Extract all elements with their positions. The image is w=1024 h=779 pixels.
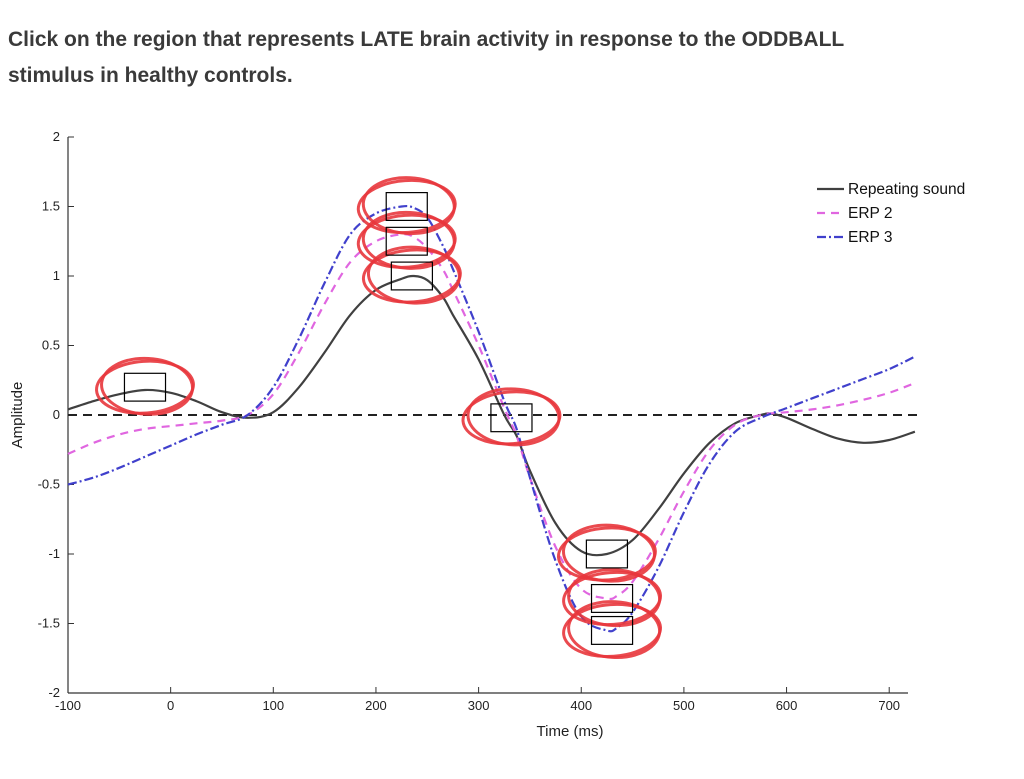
y-tick-label: -0.5: [38, 477, 60, 492]
annotation-circle-stroke: [361, 210, 456, 270]
annotation-circle-stroke: [100, 356, 195, 416]
region-repeating-negative-peak[interactable]: [585, 539, 629, 569]
y-tick-label: 2: [53, 129, 60, 144]
question-line-2: stimulus in healthy controls.: [8, 64, 293, 87]
series-lines: [67, 204, 916, 633]
x-tick-label: 300: [468, 698, 490, 713]
chart-axes: -2 -1.5 -1 -0.5 0 0.5 1 1.5 2 -100 0 100 200 300 400 50…: [38, 129, 908, 713]
x-tick-label: 0: [167, 698, 174, 713]
annotation-circle-stroke: [567, 568, 662, 628]
y-tick-label: -1.5: [38, 616, 60, 631]
x-tick-label: 200: [365, 698, 387, 713]
region-erp3-negative-peak[interactable]: [590, 615, 634, 645]
x-tick-label: 600: [776, 698, 798, 713]
y-tick-label: 1: [53, 268, 60, 283]
region-repeating-positive-peak[interactable]: [390, 261, 434, 291]
annotation-circle-stroke: [567, 600, 662, 660]
question-text: Click on the region that represents LATE…: [8, 22, 1008, 94]
legend-label-erp2: ERP 2: [848, 205, 893, 222]
annotation-circle-stroke: [366, 245, 461, 305]
region-erp3-positive-peak[interactable]: [385, 192, 428, 222]
annotation-circle-stroke: [361, 176, 456, 236]
x-tick-label: 700: [878, 698, 900, 713]
region-early-baseline-peak[interactable]: [123, 372, 167, 402]
x-tick-label: -100: [55, 698, 81, 713]
y-tick-label: -1: [48, 546, 60, 561]
red-annotation-circles: [95, 176, 662, 660]
question-line-1: Click on the region that represents LATE…: [8, 28, 845, 51]
x-tick-label: 400: [570, 698, 592, 713]
legend: Repeating sound ERP 2 ERP 3: [817, 181, 965, 246]
y-tick-label: 0.5: [42, 338, 60, 353]
clickable-regions[interactable]: [123, 192, 634, 645]
region-zero-crossing[interactable]: [490, 403, 533, 433]
x-tick-label: 100: [262, 698, 284, 713]
legend-label-erp3: ERP 3: [848, 229, 893, 246]
y-axis-label: Amplitude: [9, 382, 26, 449]
region-erp2-negative-peak[interactable]: [590, 583, 634, 613]
y-tick-label: 0: [53, 407, 60, 422]
y-tick-label: 1.5: [42, 199, 60, 214]
legend-label-repeating: Repeating sound: [848, 181, 965, 198]
annotation-circle-stroke: [561, 523, 656, 583]
region-erp2-positive-peak[interactable]: [385, 226, 428, 256]
annotation-circle-stroke: [466, 387, 561, 447]
x-axis-label: Time (ms): [537, 723, 604, 740]
y-tick-label: -2: [48, 685, 60, 700]
series-line-erp2: [67, 233, 916, 601]
x-tick-label: 500: [673, 698, 695, 713]
